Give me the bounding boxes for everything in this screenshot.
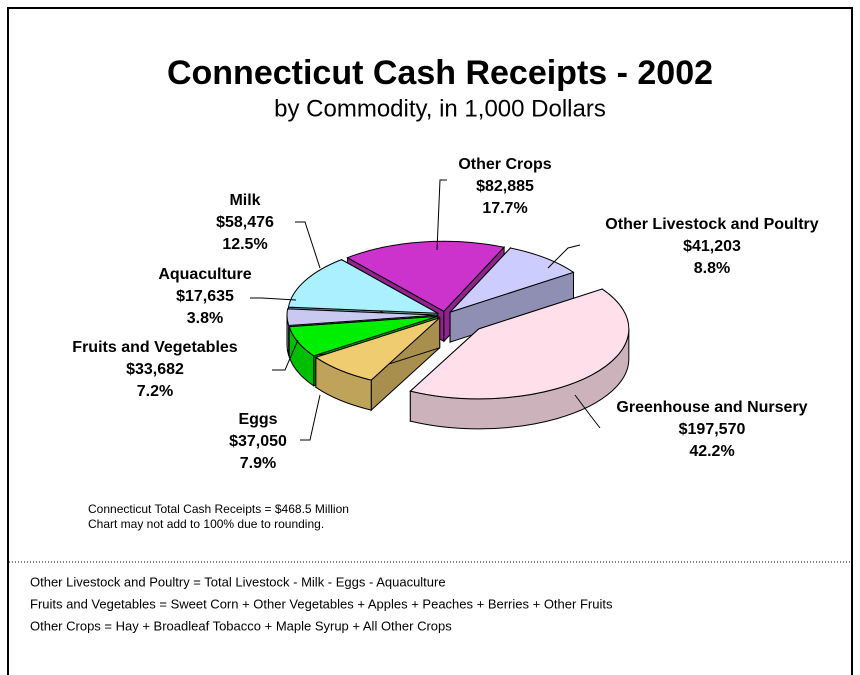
footnote: Other Crops = Hay + Broadleaf Tobacco + … xyxy=(30,618,452,633)
chart-subtitle: by Commodity, in 1,000 Dollars xyxy=(274,95,606,122)
percentage-label: 12.5% xyxy=(222,236,267,253)
slice-label: Fruits and Vegetables xyxy=(72,339,237,356)
slice-top xyxy=(287,259,439,314)
slice-top xyxy=(449,247,575,313)
chart-title: Connecticut Cash Receipts - 2002 xyxy=(167,54,713,92)
leader-line xyxy=(272,339,299,371)
slice-label: Eggs xyxy=(238,411,277,428)
leader-line xyxy=(436,179,447,251)
value-label: $37,050 xyxy=(229,433,287,450)
slice-label: Other Crops xyxy=(458,156,551,173)
note: Chart may not add to 100% due to roundin… xyxy=(88,517,324,531)
slice-top xyxy=(286,308,438,326)
percentage-label: 7.2% xyxy=(137,383,173,400)
value-label: $197,570 xyxy=(679,421,746,438)
value-label: $17,635 xyxy=(176,288,234,305)
leader-line xyxy=(547,244,581,269)
value-label: $58,476 xyxy=(216,214,274,231)
slice-top xyxy=(409,288,630,400)
percentage-label: 3.8% xyxy=(187,310,223,327)
leader-line xyxy=(295,221,321,269)
slice-label: Aquaculture xyxy=(158,266,251,283)
value-label: $82,885 xyxy=(476,178,534,195)
slice-top xyxy=(288,315,438,357)
leader-line xyxy=(574,394,601,429)
slice-label: Other Livestock and Poultry xyxy=(605,216,818,233)
slice xyxy=(314,316,441,412)
footnote: Fruits and Vegetables = Sweet Corn + Oth… xyxy=(30,596,613,611)
slice-top xyxy=(346,240,506,312)
slice-top xyxy=(314,317,441,381)
percentage-label: 7.9% xyxy=(240,455,276,472)
percentage-label: 42.2% xyxy=(689,443,734,460)
percentage-label: 8.8% xyxy=(694,260,730,277)
slice xyxy=(409,288,630,430)
value-label: $41,203 xyxy=(683,238,741,255)
leader-line xyxy=(300,394,321,441)
slice-label: Greenhouse and Nursery xyxy=(616,399,807,416)
leader-line xyxy=(250,297,297,301)
footnote: Other Livestock and Poultry = Total Live… xyxy=(30,574,446,589)
percentage-label: 17.7% xyxy=(482,200,527,217)
value-label: $33,682 xyxy=(126,361,184,378)
note: Connecticut Total Cash Receipts = $468.5… xyxy=(88,502,349,516)
slice-label: Milk xyxy=(229,192,260,209)
